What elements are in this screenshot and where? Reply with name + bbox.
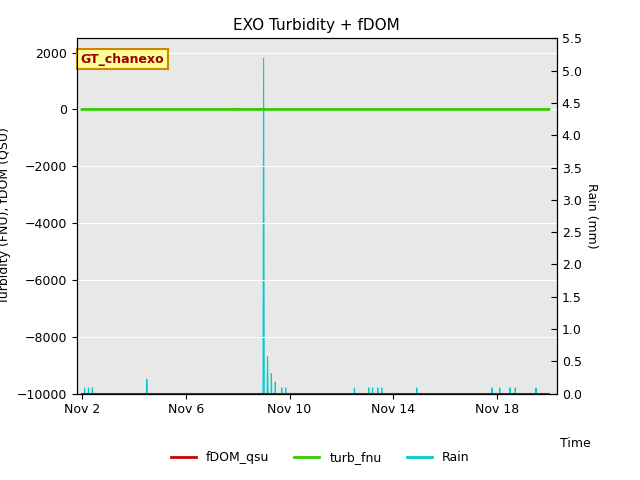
Y-axis label: Rain (mm): Rain (mm) — [586, 183, 598, 249]
Text: GT_chanexo: GT_chanexo — [81, 53, 164, 66]
Y-axis label: Turbidity (FNU), fDOM (QSU): Turbidity (FNU), fDOM (QSU) — [0, 128, 11, 304]
Title: EXO Turbidity + fDOM: EXO Turbidity + fDOM — [234, 18, 400, 33]
Legend: fDOM_qsu, turb_fnu, Rain: fDOM_qsu, turb_fnu, Rain — [166, 446, 474, 469]
Text: Time: Time — [560, 437, 591, 450]
